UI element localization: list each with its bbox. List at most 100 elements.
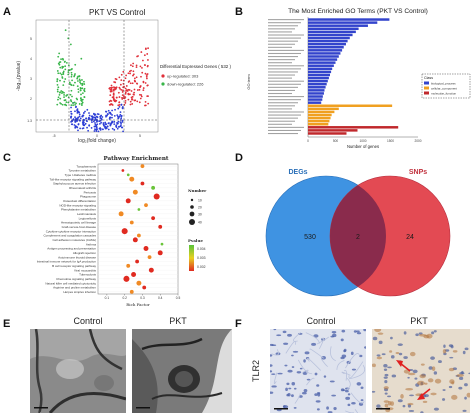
pvalue-legend-val: 0.002	[197, 265, 206, 269]
venn-overlap	[330, 176, 386, 296]
volcano-point-up	[138, 88, 141, 91]
volcano-point-down	[59, 72, 62, 75]
ihc-nucleus	[403, 356, 408, 359]
x-tick: -5	[52, 134, 55, 138]
ihc-stain	[376, 356, 383, 360]
venn-label-snps: SNPs	[409, 169, 427, 176]
volcano-point-ns	[71, 123, 74, 126]
pathway-point	[135, 259, 140, 264]
volcano-point-down	[69, 83, 72, 86]
volcano-point-up	[146, 77, 148, 80]
volcano-point-up	[124, 91, 127, 94]
ihc-fiber	[319, 337, 325, 350]
ihc-nucleus	[414, 377, 418, 380]
volcano-point-up	[117, 104, 120, 107]
volcano-point-ns	[107, 109, 110, 112]
volcano-point-up	[146, 84, 149, 87]
volcano-point-down	[74, 73, 76, 75]
go-term-label	[268, 99, 301, 101]
volcano-point-ns	[96, 123, 99, 126]
ihc-nucleus	[464, 383, 468, 387]
go-term-label	[268, 19, 304, 21]
pathway-label: Autoimmune thyroid disease	[58, 255, 96, 259]
volcano-point-down	[73, 74, 76, 77]
go-term-labels	[268, 19, 304, 135]
ihc-nucleus	[301, 391, 307, 395]
volcano-point-up	[130, 64, 132, 67]
volcano-point-ns	[106, 125, 109, 128]
ihc-fiber	[309, 348, 324, 359]
volcano-point-ns	[93, 125, 96, 128]
pathway-x-tick: 0.1	[105, 296, 110, 300]
volcano-point-ns	[77, 123, 80, 125]
volcano-point-down	[56, 83, 59, 86]
ihc-row-label: TLR2	[251, 360, 261, 383]
ihc-nucleus	[448, 344, 454, 348]
pathway-label: Type I diabetes mellitus	[65, 173, 97, 177]
volcano-point-down	[64, 29, 67, 32]
volcano-point-ns	[121, 119, 124, 122]
ihc-nucleus	[323, 375, 327, 378]
go-bar	[308, 58, 338, 61]
ihc-stain	[456, 373, 464, 377]
pathway-point	[136, 280, 142, 286]
volcano-point-up	[118, 96, 121, 98]
pathway-label: Arginine and proline metabolism	[53, 286, 96, 290]
volcano-point-up	[139, 85, 142, 88]
ihc-fiber	[350, 392, 365, 404]
ihc-nucleus	[442, 389, 446, 391]
ihc-nucleus	[448, 385, 453, 389]
ihc-nucleus	[296, 371, 302, 374]
volcano-point-down	[59, 91, 61, 94]
volcano-point-ns	[73, 124, 76, 126]
volcano-point-ns	[88, 114, 91, 117]
volcano-point-ns	[83, 121, 85, 124]
ihc-stain	[389, 350, 393, 353]
volcano-point-ns	[111, 127, 114, 130]
ihc-nucleus	[407, 376, 410, 379]
ihc-nucleus	[286, 382, 290, 386]
volcano-point-up	[147, 47, 149, 50]
pathway-point	[143, 246, 149, 251]
volcano-point-down	[61, 90, 64, 93]
pathway-label: B cell receptor signaling pathway	[52, 264, 96, 268]
ihc-stain	[384, 403, 389, 408]
go-title: The Most Enriched GO Terms (PKT VS Contr…	[288, 8, 428, 15]
ihc-stain	[418, 333, 427, 337]
volcano-point-down	[56, 80, 59, 83]
volcano-point-down	[71, 102, 74, 104]
pathway-bubble-chart: Pathway Enrichment ToxoplasmosisTyrosine…	[37, 156, 207, 307]
volcano-point-ns	[109, 116, 112, 119]
panel-e-em: Control PKT	[14, 316, 234, 414]
ihc-nucleus	[290, 394, 294, 398]
ihc-fiber	[341, 371, 351, 376]
go-term-label	[268, 71, 298, 73]
volcano-point-down	[76, 98, 79, 101]
ihc-nucleus	[345, 396, 351, 400]
ihc-nucleus	[372, 390, 376, 393]
legend-down-dot	[161, 82, 165, 86]
ihc-nucleus	[314, 372, 318, 376]
ihc-nucleus	[412, 369, 418, 374]
pathway-label: Graft-versus-host disease	[62, 225, 97, 229]
ihc-nucleus	[293, 407, 297, 409]
volcano-point-up	[139, 65, 142, 68]
go-bar	[308, 113, 332, 117]
ihc-nucleus	[284, 364, 288, 367]
pvalue-gradient-bar	[189, 245, 194, 271]
pathway-point	[160, 242, 164, 246]
go-bar	[308, 21, 378, 24]
ihc-nucleus	[287, 392, 291, 397]
go-x-tick: 1500	[387, 139, 394, 143]
volcano-point-down	[83, 87, 86, 90]
volcano-point-down	[56, 78, 59, 80]
volcano-point-up	[132, 73, 135, 76]
ihc-nucleus	[327, 411, 333, 413]
volcano-point-up	[114, 77, 117, 80]
volcano-point-down	[76, 85, 79, 88]
ihc-nucleus	[340, 388, 345, 392]
volcano-point-ns	[74, 125, 77, 127]
ihc-nucleus	[285, 387, 288, 392]
pathway-label: Leishmaniasis	[77, 212, 97, 216]
volcano-point-up	[109, 94, 112, 97]
